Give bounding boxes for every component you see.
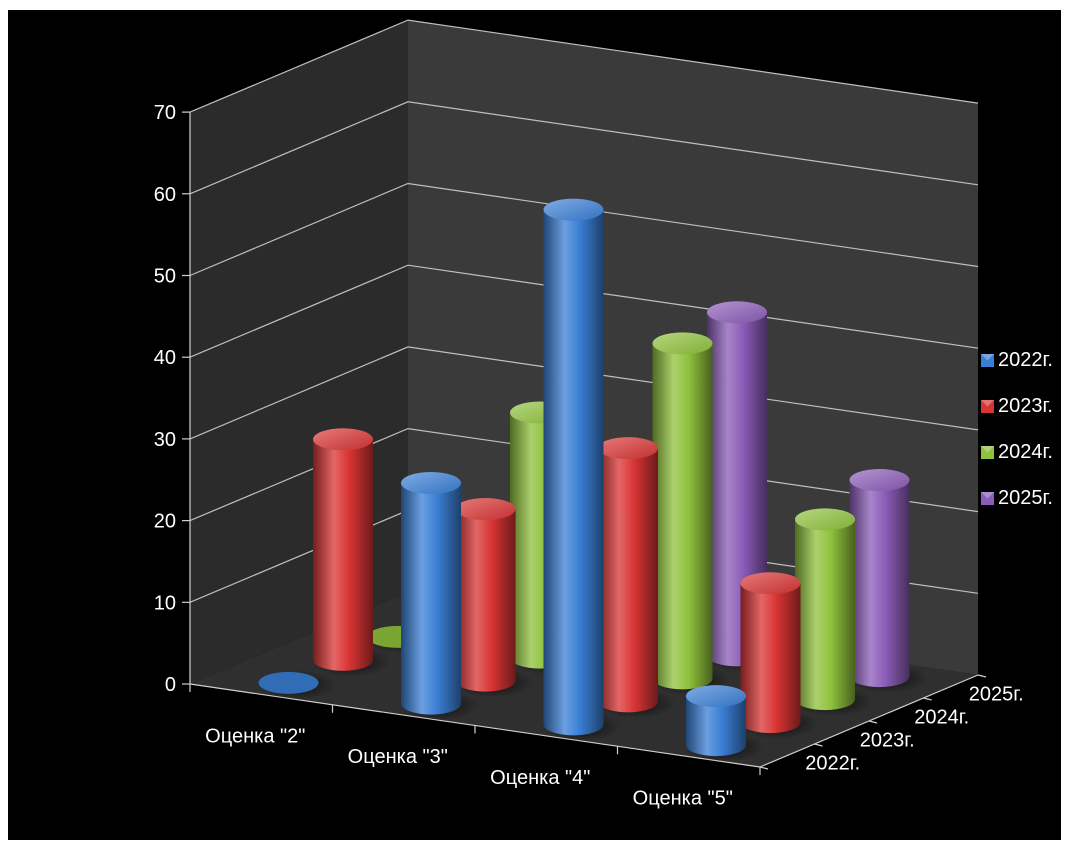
x-tick-label: Оценка "4" — [490, 767, 590, 789]
gridline — [189, 264, 979, 358]
bar-top — [652, 332, 713, 355]
bar-body — [795, 519, 855, 711]
depth-tick-label: 2024г. — [914, 707, 969, 729]
x-tick-label: Оценка "5" — [633, 788, 733, 810]
legend-swatch-highlight — [981, 400, 994, 407]
bar-body — [652, 343, 713, 690]
bar-body — [740, 583, 801, 734]
legend-swatch-highlight — [981, 354, 994, 361]
depth-tick-mark — [868, 720, 878, 724]
depth-tick-label: 2022г. — [805, 753, 860, 775]
y-tick-label: 60 — [154, 184, 176, 206]
legend-swatch-highlight — [981, 446, 994, 453]
gridline — [189, 182, 979, 277]
legend: 2022г. 2023г. 2024г. 2025г. — [981, 349, 1053, 509]
y-tick-label: 40 — [154, 347, 176, 369]
y-tick-label: 30 — [154, 429, 176, 451]
x-tick-label: Оценка "2" — [205, 725, 305, 747]
bar-2-0 — [541, 198, 622, 742]
side-wall — [190, 20, 408, 685]
bar-body — [543, 209, 604, 736]
y-tick-label: 50 — [154, 266, 176, 288]
bar-top — [740, 572, 801, 595]
depth-tick-mark — [814, 743, 823, 747]
bar-top — [543, 198, 604, 221]
gridline — [189, 346, 979, 440]
bar-0-1 — [311, 428, 391, 677]
bar-0-0 — [256, 669, 337, 700]
x-tick-label: Оценка "3" — [348, 746, 448, 768]
depth-tick-mark — [759, 766, 769, 770]
bar-3-3 — [847, 469, 928, 694]
gridline — [189, 19, 979, 113]
bar-1-1 — [453, 498, 534, 698]
legend-label: 2024г. — [998, 441, 1053, 463]
bar-top — [313, 428, 373, 451]
bar-3-0 — [684, 685, 764, 763]
gridline — [189, 101, 979, 195]
bar-1-0 — [399, 472, 479, 721]
chart-area: 0 10 20 30 40 50 60 70 Оценка "2" Оценка "3" Оцен… — [8, 10, 1061, 840]
bar-top — [455, 498, 516, 521]
bar-3-1 — [738, 572, 819, 740]
gridlines — [189, 19, 979, 603]
legend-label: 2022г. — [998, 349, 1053, 371]
depth-tick-mark — [923, 697, 932, 701]
y-axis: 0 10 20 30 40 50 60 70 — [154, 102, 191, 696]
bar-3-2 — [793, 508, 873, 717]
bar-body — [313, 439, 373, 671]
gridline — [189, 427, 979, 522]
legend-item: 2023г. — [981, 395, 1053, 417]
legend-swatch-highlight — [981, 492, 994, 499]
bar-body — [849, 480, 910, 688]
bar-body — [401, 483, 461, 715]
bar-body — [455, 509, 516, 692]
bar-body — [686, 696, 746, 757]
bar-cylinders — [256, 198, 928, 763]
depth-tick-mark — [977, 674, 987, 678]
y-tick-label: 10 — [154, 592, 176, 614]
bar-top — [598, 437, 658, 460]
bar-flat — [258, 671, 319, 694]
bar-top — [686, 685, 746, 708]
bar-top — [401, 472, 461, 495]
bar-top — [795, 508, 855, 531]
legend-item: 2024г. — [981, 441, 1053, 463]
depth-axis: 2022г.2023г.2024г.2025г. — [759, 674, 1024, 775]
y-tick-label: 70 — [154, 102, 176, 124]
legend-item: 2022г. — [981, 349, 1053, 371]
y-tick-label: 20 — [154, 511, 176, 533]
bar-2-1 — [596, 437, 676, 719]
y-tick-label: 0 — [165, 674, 176, 696]
bar-top — [849, 469, 910, 492]
legend-label: 2025г. — [998, 487, 1053, 509]
bar-2-2 — [650, 332, 731, 696]
depth-tick-label: 2023г. — [860, 730, 915, 752]
bar-body — [598, 448, 658, 713]
legend-item: 2025г. — [981, 487, 1053, 509]
x-axis: Оценка "2" Оценка "3" Оценка "4" Оценка "5" — [189, 683, 761, 810]
bar-top — [707, 301, 767, 324]
depth-tick-label: 2025г. — [969, 684, 1024, 706]
legend-label: 2023г. — [998, 395, 1053, 417]
